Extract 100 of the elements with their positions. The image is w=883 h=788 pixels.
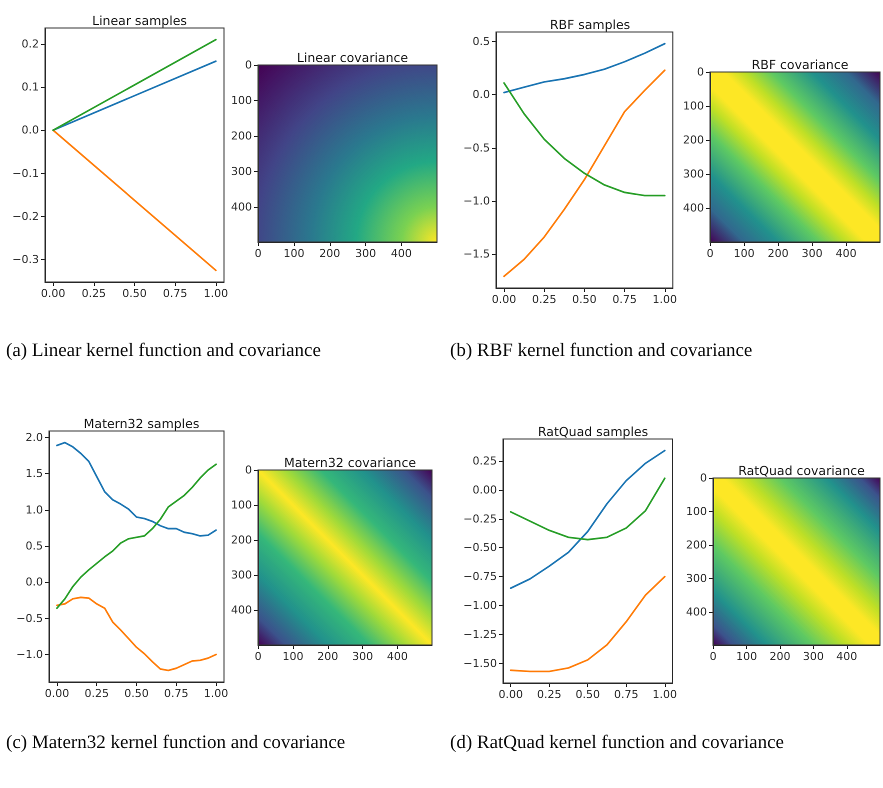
y-tick-label: −1.5: [463, 248, 490, 261]
x-tick-label: 300: [802, 247, 823, 260]
y-tick-label: 400: [683, 202, 704, 215]
chart-title: Linear samples: [92, 13, 187, 28]
y-tick-label: 100: [686, 505, 707, 518]
y-tick-label: 200: [231, 534, 252, 547]
x-tick-label: 0.75: [164, 687, 189, 700]
y-tick-label: 200: [683, 134, 704, 147]
x-tick-label: 200: [317, 650, 338, 663]
chart-title: RatQuad samples: [538, 424, 648, 439]
text: (a) Linear kernel function and covariance: [6, 339, 322, 363]
x-tick-label: 0.25: [532, 293, 556, 306]
x-tick-label: 0: [710, 650, 717, 663]
x-tick-label: 400: [836, 247, 857, 260]
x-tick-label: 0.00: [498, 688, 523, 701]
chart-title: RBF covariance: [752, 57, 849, 72]
y-tick-label: −0.3: [12, 253, 39, 266]
x-tick-label: 0.50: [124, 687, 149, 700]
x-tick-label: 0.25: [84, 687, 109, 700]
x-tick-label: 100: [283, 247, 304, 260]
x-tick-label: 0.00: [492, 293, 516, 306]
x-tick-label: 400: [390, 247, 412, 260]
line-series: [510, 576, 666, 672]
y-tick-label: 2.0: [26, 431, 43, 444]
x-tick-label: 1.00: [204, 287, 228, 300]
x-tick-label: 0: [254, 247, 262, 260]
y-tick-label: 0.0: [26, 576, 43, 589]
y-tick-label: 0.2: [22, 37, 39, 50]
y-tick-label: 0.5: [26, 540, 43, 553]
y-tick-label: 400: [231, 604, 252, 617]
y-tick-label: 300: [683, 168, 704, 181]
x-tick-label: 0.50: [572, 293, 597, 306]
x-tick-label: 1.00: [652, 293, 678, 306]
y-tick-label: −1.0: [16, 648, 43, 662]
x-tick-label: 100: [734, 247, 755, 260]
y-tick-label: 400: [686, 605, 707, 618]
line-series: [510, 450, 666, 590]
x-tick-label: 0.75: [162, 287, 188, 300]
x-tick-label: 400: [836, 650, 858, 663]
y-tick-label: 0: [700, 472, 707, 485]
x-tick-label: 0.25: [82, 287, 106, 300]
y-tick-label: 200: [686, 538, 707, 552]
text: (d) RatQuad kernel function and covariance: [450, 731, 785, 755]
line-series: [56, 463, 217, 610]
y-tick-label: −0.1: [12, 166, 39, 180]
x-tick-label: 100: [282, 650, 304, 663]
y-tick-label: −0.5: [16, 612, 43, 625]
y-tick-label: 100: [231, 94, 252, 108]
x-tick-label: 0.75: [614, 688, 638, 701]
x-tick-label: 300: [802, 650, 824, 663]
line-series: [56, 596, 217, 672]
y-tick-label: 300: [231, 568, 252, 582]
x-tick-label: 400: [386, 650, 408, 663]
x-tick-label: 0.50: [575, 688, 600, 701]
x-tick-label: 0.75: [612, 293, 637, 306]
chart-title: Matern32 covariance: [284, 455, 416, 470]
y-tick-label: 0: [245, 58, 252, 72]
y-tick-label: 0.1: [22, 80, 39, 94]
line-series: [503, 42, 666, 94]
y-tick-label: 0.0: [472, 88, 490, 102]
y-tick-label: −0.50: [463, 541, 497, 554]
text: (b) RBF kernel function and covariance: [450, 339, 754, 363]
x-tick-label: 300: [355, 247, 376, 260]
line-series: [510, 477, 666, 540]
y-tick-label: −1.00: [463, 599, 497, 612]
y-tick-label: 0.0: [22, 124, 39, 137]
y-tick-label: 0.5: [472, 35, 490, 48]
chart-title: Matern32 samples: [84, 416, 200, 431]
x-tick-label: 200: [769, 650, 790, 663]
x-tick-label: 0: [254, 650, 262, 663]
y-tick-label: 300: [686, 572, 707, 585]
y-tick-label: 200: [231, 129, 252, 142]
y-tick-label: 1.0: [26, 503, 43, 516]
x-tick-label: 0.50: [122, 287, 147, 300]
x-tick-label: 0.00: [44, 687, 70, 700]
chart-title: RBF samples: [550, 17, 630, 32]
y-tick-label: −1.50: [463, 656, 497, 670]
y-tick-label: 0.25: [472, 454, 497, 468]
x-tick-label: 1.00: [652, 688, 678, 701]
y-tick-label: 1.5: [26, 467, 43, 480]
y-tick-label: 100: [231, 498, 252, 512]
x-tick-label: 1.00: [204, 687, 228, 700]
y-tick-label: −1.0: [463, 194, 490, 208]
y-tick-label: 400: [231, 200, 252, 214]
line-series: [503, 82, 666, 196]
y-tick-label: −0.75: [463, 570, 497, 584]
y-tick-label: −0.2: [12, 210, 39, 223]
chart-title: RatQuad covariance: [738, 463, 866, 478]
y-tick-label: 0: [697, 66, 704, 79]
x-tick-label: 200: [319, 247, 340, 260]
y-tick-label: −0.5: [463, 141, 490, 154]
x-tick-label: 200: [768, 247, 789, 260]
y-tick-label: −1.25: [463, 628, 497, 641]
chart-title: Linear covariance: [296, 50, 408, 65]
x-tick-label: 0.25: [536, 688, 562, 701]
x-tick-label: 0.00: [40, 287, 66, 300]
x-tick-label: 100: [736, 650, 758, 663]
line-series: [56, 442, 217, 537]
y-tick-label: 100: [683, 100, 704, 113]
y-tick-label: 0.00: [472, 483, 497, 496]
